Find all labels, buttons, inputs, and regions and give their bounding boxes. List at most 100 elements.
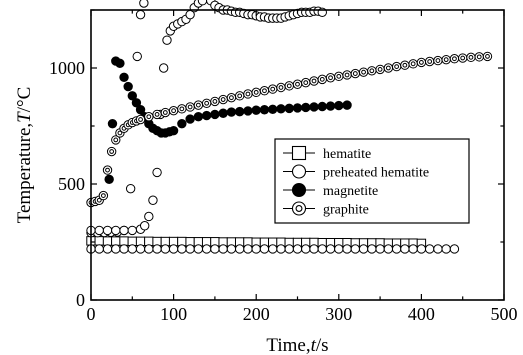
data-point — [210, 244, 220, 254]
data-point — [433, 244, 443, 254]
data-point — [342, 244, 352, 254]
data-point — [193, 100, 204, 110]
data-point — [201, 98, 212, 108]
data-point — [243, 89, 253, 99]
y-tick-label: 1000 — [49, 58, 85, 78]
data-point — [251, 105, 261, 115]
data-point — [201, 244, 212, 254]
data-point — [301, 77, 311, 88]
legend-label: preheated hematite — [323, 166, 429, 181]
data-point — [102, 236, 113, 246]
data-point — [334, 100, 344, 111]
data-point — [309, 76, 319, 86]
data-point — [383, 244, 394, 254]
data-point — [268, 104, 278, 114]
data-point — [276, 244, 286, 254]
data-point — [391, 244, 402, 254]
data-point — [243, 106, 253, 116]
x-tick-label: 300 — [325, 304, 352, 324]
data-point — [98, 190, 109, 201]
data-point — [325, 244, 336, 254]
data-point — [292, 79, 303, 89]
legend-label: graphite — [323, 203, 369, 218]
data-point — [119, 72, 129, 82]
x-tick-label: 400 — [408, 304, 435, 324]
data-point — [408, 244, 418, 254]
legend-entry: hematite — [283, 145, 371, 162]
data-point — [102, 165, 113, 175]
series-0 — [86, 236, 427, 249]
data-point — [441, 54, 451, 65]
data-point — [400, 244, 410, 254]
series-1 — [86, 244, 460, 254]
data-point — [268, 244, 278, 254]
data-point — [226, 92, 237, 103]
legend-marker — [291, 164, 307, 179]
data-point — [234, 106, 245, 117]
data-point — [325, 101, 336, 111]
data-point — [284, 244, 294, 254]
data-point — [226, 107, 237, 117]
data-point — [342, 70, 352, 80]
data-point — [416, 57, 427, 68]
x-tick-label: 200 — [243, 304, 270, 324]
data-point — [139, 221, 150, 231]
data-point — [197, 0, 208, 6]
data-point — [148, 195, 158, 205]
data-point — [111, 244, 121, 254]
data-point — [301, 102, 311, 113]
x-tick-label: 0 — [87, 304, 96, 324]
data-point — [317, 74, 327, 85]
data-point — [441, 244, 451, 254]
y-tick-label: 0 — [76, 290, 85, 310]
legend-marker — [291, 145, 307, 161]
data-point — [292, 244, 303, 254]
x-tick-label: 500 — [491, 304, 518, 324]
data-point — [135, 9, 146, 20]
data-point — [309, 102, 319, 112]
data-point — [144, 236, 154, 247]
x-axis-title: Time,t/s — [266, 335, 328, 355]
data-point — [106, 146, 117, 157]
data-point — [127, 91, 138, 101]
data-point — [127, 236, 138, 247]
data-point — [218, 108, 228, 118]
series-5 — [86, 51, 493, 208]
data-point — [408, 59, 418, 69]
data-point — [152, 109, 162, 120]
data-point — [139, 0, 149, 8]
data-point — [474, 52, 484, 62]
data-point — [259, 105, 270, 115]
data-point — [127, 225, 138, 236]
data-point — [111, 135, 121, 145]
data-point — [259, 86, 270, 96]
data-point — [243, 244, 253, 254]
data-point — [201, 110, 212, 121]
data-point — [317, 244, 327, 254]
data-point — [317, 101, 327, 112]
legend-marker — [291, 201, 307, 216]
legend: hematite preheated hematite magnetite graph… — [274, 138, 470, 224]
data-point — [309, 244, 319, 254]
data-point — [334, 244, 344, 254]
data-point — [168, 244, 179, 254]
data-point — [482, 51, 493, 62]
data-point — [107, 118, 118, 129]
data-point — [102, 225, 113, 236]
data-point — [119, 244, 129, 254]
data-point — [284, 103, 294, 114]
data-point — [125, 183, 136, 194]
data-point — [102, 244, 113, 254]
data-point — [218, 244, 228, 254]
data-point — [177, 118, 187, 129]
data-point — [358, 244, 369, 254]
legend-entry: graphite — [283, 201, 369, 218]
data-point — [177, 244, 187, 254]
x-tick-label: 100 — [160, 304, 187, 324]
data-point — [158, 63, 169, 73]
data-point — [375, 64, 385, 75]
data-point — [342, 100, 352, 110]
data-point — [193, 112, 204, 122]
legend-label: magnetite — [323, 184, 378, 199]
